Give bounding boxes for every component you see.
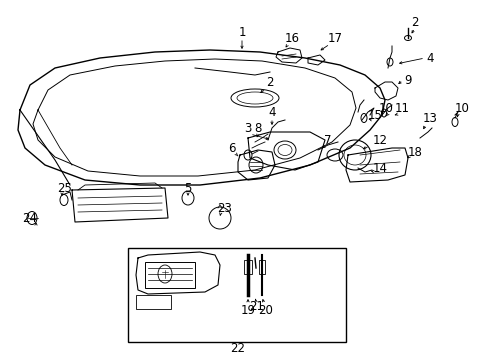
Text: 9: 9 [404, 73, 411, 86]
Bar [244, 260, 251, 274]
Text: 6: 6 [228, 141, 235, 154]
Text: 4: 4 [426, 51, 433, 64]
Text: 13: 13 [422, 112, 437, 125]
Text: 4: 4 [268, 105, 275, 118]
Text: 15: 15 [367, 108, 382, 122]
Text: 10: 10 [378, 102, 393, 114]
Text: 18: 18 [407, 145, 422, 158]
Bar [145, 262, 195, 288]
Text: 8: 8 [254, 122, 261, 135]
Text: 25: 25 [58, 181, 72, 194]
Text: 2: 2 [410, 15, 418, 28]
Bar [136, 295, 171, 309]
Text: 21: 21 [249, 301, 264, 314]
Text: 2: 2 [265, 76, 273, 89]
Text: 19: 19 [240, 303, 255, 316]
Text: 1: 1 [238, 26, 245, 39]
Text: 3: 3 [244, 122, 251, 135]
Bar [128, 248, 346, 342]
Text: 10: 10 [454, 102, 468, 114]
Text: 7: 7 [324, 134, 331, 147]
Text: 11: 11 [394, 102, 408, 114]
Bar [259, 260, 264, 274]
Text: 20: 20 [258, 303, 273, 316]
Text: 24: 24 [22, 212, 38, 225]
Text: 5: 5 [184, 181, 191, 194]
Text: 23: 23 [217, 202, 232, 215]
Text: 14: 14 [372, 162, 386, 175]
Text: 17: 17 [327, 32, 342, 45]
Text: 12: 12 [372, 134, 386, 147]
Text: 16: 16 [284, 32, 299, 45]
Text: 22: 22 [230, 342, 245, 355]
